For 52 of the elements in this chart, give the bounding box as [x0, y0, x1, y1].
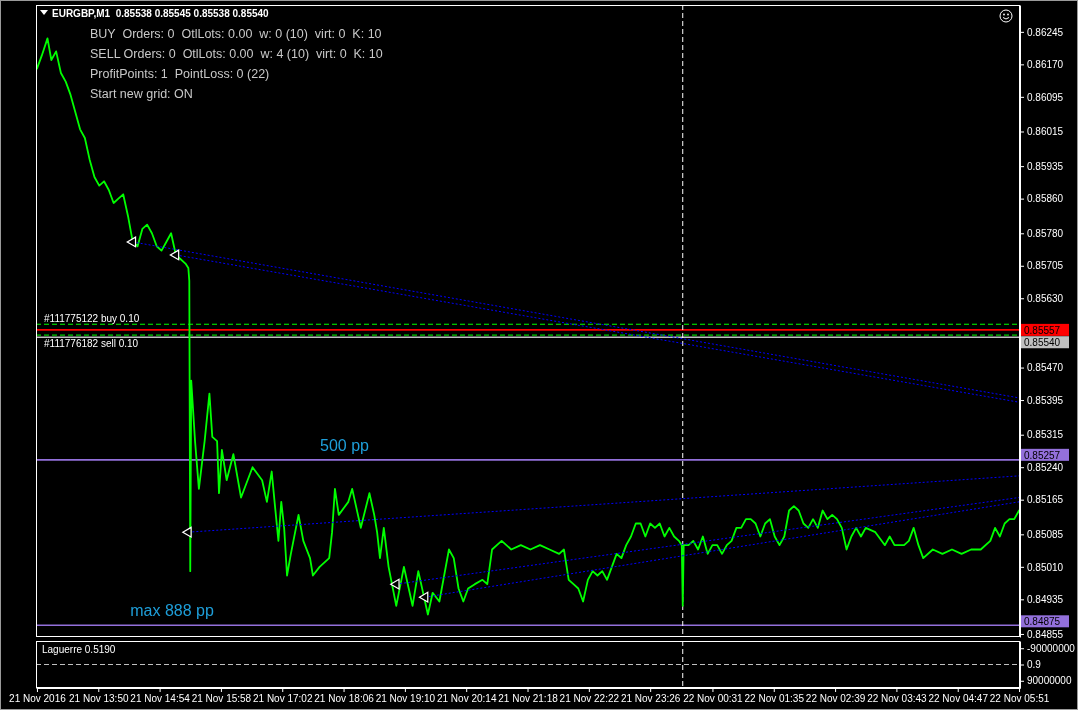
ref-line-label: #111775122 buy 0.10: [44, 313, 140, 325]
annotation: BUY Orders: 0 OtlLots: 0.00 w: 0 (10) virt: 0 K: 10: [90, 27, 382, 41]
x-tick-label: 22 Nov 05:51: [989, 693, 1050, 705]
x-tick-label: 21 Nov 17:02: [252, 693, 313, 705]
y-tick-label: 0.85165: [1027, 494, 1064, 506]
annotation: SELL Orders: 0 OtlLots: 0.00 w: 4 (10) virt: 0 K: 10: [90, 47, 383, 61]
y-tick-label: 0.85935: [1027, 160, 1064, 172]
ref-line-label: 0.85557: [1024, 324, 1061, 336]
chart-title: Laguerre 0.5190: [42, 644, 116, 655]
y-tick-label: 0.84855: [1027, 628, 1064, 640]
ref-line-label: 0.84875: [1024, 616, 1061, 628]
x-tick-label: 21 Nov 14:54: [130, 693, 191, 705]
y-tick-label: 0.86095: [1027, 91, 1064, 103]
x-tick-label: 21 Nov 13:50: [69, 693, 129, 705]
annotation: Start new grid: ON: [90, 87, 193, 101]
x-tick-label: 22 Nov 02:39: [805, 693, 866, 705]
y-tick-label: 0.9: [1027, 659, 1042, 671]
x-tick-label: 21 Nov 20:14: [436, 693, 497, 705]
y-tick-label: 0.86245: [1027, 26, 1064, 38]
y-tick-label: 0.84935: [1027, 594, 1064, 606]
y-tick-label: 0.86015: [1027, 126, 1064, 138]
y-tick-label: 0.85010: [1027, 561, 1064, 573]
y-tick-label: 0.85705: [1027, 260, 1064, 272]
y-tick-label: 0.86170: [1027, 59, 1064, 71]
x-tick-label: 21 Nov 19:10: [375, 693, 436, 705]
x-tick-label: 21 Nov 21:18: [498, 693, 559, 705]
x-tick-label: 21 Nov 2016: [9, 693, 67, 705]
x-tick-label: 22 Nov 04:47: [928, 693, 989, 705]
ref-line-label: 0.85257: [1024, 449, 1061, 461]
y-tick-label: 0.85085: [1027, 529, 1064, 541]
y-tick-label: 0.85780: [1027, 227, 1064, 239]
annotation: ProfitPoints: 1 PointLoss: 0 (22): [90, 67, 270, 81]
x-tick-label: 21 Nov 23:26: [620, 693, 681, 705]
y-tick-label: 0.85315: [1027, 429, 1064, 441]
y-tick-label: 0.85240: [1027, 461, 1064, 473]
annotation: max 888 pp: [130, 602, 214, 620]
x-tick-label: 22 Nov 01:35: [744, 693, 805, 705]
y-tick-label: 0.85395: [1027, 394, 1064, 406]
x-tick-label: 21 Nov 18:06: [314, 693, 375, 705]
y-tick-label: 0.85470: [1027, 362, 1064, 374]
y-tick-label: 0.85860: [1027, 193, 1064, 205]
ref-line-label: 0.85540: [1024, 337, 1061, 349]
ref-line-label: #111776182 sell 0.10: [44, 338, 139, 350]
x-tick-label: 21 Nov 15:58: [191, 693, 252, 705]
chart-title: EURGBP,M1 0.85538 0.85545 0.85538 0.85540: [52, 8, 270, 19]
y-tick-label: -90000000: [1027, 642, 1076, 654]
y-tick-label: 90000000: [1027, 675, 1072, 687]
x-tick-label: 21 Nov 22:22: [559, 693, 620, 705]
x-tick-label: 22 Nov 03:43: [867, 693, 928, 705]
x-tick-label: 22 Nov 00:31: [683, 693, 744, 705]
annotation: 500 pp: [320, 436, 370, 454]
y-tick-label: 0.85630: [1027, 292, 1064, 304]
